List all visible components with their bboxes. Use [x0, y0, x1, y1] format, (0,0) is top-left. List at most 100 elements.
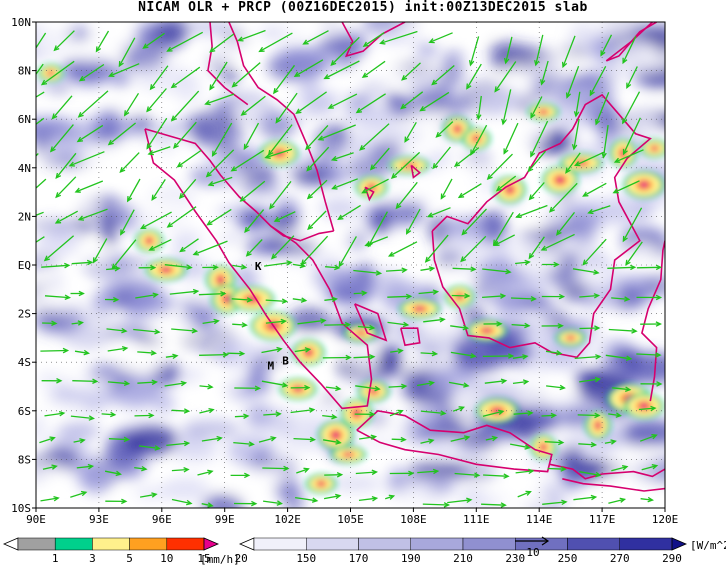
wind-arrow [138, 445, 161, 451]
precip-unit-label: [mm/h] [200, 553, 240, 566]
clear-sky-blob [391, 483, 449, 508]
wind-arrow [108, 63, 140, 78]
olr-blob [333, 58, 357, 69]
wind-arrow [418, 289, 440, 295]
lat-tick-label: 4S [18, 356, 31, 369]
wind-arrow [385, 494, 396, 500]
wind-arrow [369, 147, 390, 171]
wind-arrow [126, 178, 141, 203]
wind-arrow [264, 260, 293, 267]
lat-tick-label: EQ [18, 259, 31, 272]
wind-arrow [454, 472, 481, 478]
colorbar-tick-label: 210 [453, 552, 473, 565]
clear-sky-blob [338, 218, 361, 242]
wind-arrow [306, 146, 330, 172]
wind-arrow [483, 321, 503, 327]
wind-arrow [49, 124, 74, 153]
wind-arrow [40, 347, 70, 354]
wind-arrow [327, 93, 358, 109]
wind-arrow [545, 350, 563, 356]
wind-arrow [460, 235, 487, 263]
wind-arrow [457, 183, 482, 199]
wind-arrow [432, 146, 451, 170]
colorbar-max-arrow [203, 537, 220, 551]
wind-arrow [544, 439, 565, 446]
wind-arrow [534, 34, 544, 67]
wind-arrow [323, 60, 360, 80]
wind-arrow [611, 465, 629, 472]
olr-blob [430, 441, 488, 459]
wind-arrow [451, 293, 471, 299]
lat-tick-label: 6S [18, 405, 31, 418]
wind-arrow [295, 91, 327, 115]
clear-sky-blob [405, 357, 455, 371]
wind-arrow [338, 236, 357, 268]
wind-arrow [294, 347, 312, 353]
wind-arrow [428, 32, 453, 44]
olr-blob [494, 235, 546, 247]
wind-arrow [292, 297, 308, 303]
olr-blob [529, 403, 560, 433]
wind-arrow [36, 236, 45, 243]
wind-arrow [579, 293, 601, 299]
wind-arrow [261, 346, 283, 354]
wind-arrow [204, 93, 235, 106]
wind-arrow [547, 466, 567, 472]
wind-arrow [387, 293, 413, 300]
wind-arrow [134, 465, 148, 472]
wind-arrow [78, 63, 105, 82]
lon-tick-label: 90E [26, 513, 46, 526]
wind-arrow [179, 238, 199, 253]
wind-arrow [431, 65, 455, 86]
wind-arrow [138, 264, 157, 271]
wind-arrow [111, 239, 137, 270]
wind-arrow [265, 298, 289, 304]
wind-arrow [95, 30, 110, 53]
wind-arrow [199, 352, 229, 358]
wind-arrow [293, 59, 324, 77]
wind-arrow [262, 465, 290, 472]
wind-arrow [71, 320, 84, 326]
wind-arrow [511, 322, 531, 329]
clear-sky-blob [428, 315, 473, 337]
wind-arrow [118, 37, 136, 68]
lat-lon-grid [36, 22, 665, 508]
olr-blob [244, 238, 294, 255]
wind-arrow [133, 328, 161, 335]
wind-arrow [307, 210, 327, 231]
wind-arrow [245, 239, 263, 257]
colorbar-min-arrow [2, 537, 19, 551]
wind-arrow [324, 296, 338, 303]
wind-arrow [424, 234, 449, 263]
clear-sky-blob [583, 329, 605, 343]
wind-arrow [447, 497, 473, 504]
wind-arrow [330, 152, 354, 162]
wind-arrow [36, 117, 45, 125]
wind-arrow [579, 325, 601, 331]
olr-blob [190, 118, 246, 150]
wind-arrow [39, 436, 56, 444]
wind-arrow [41, 262, 71, 269]
wind-arrow [55, 176, 77, 199]
wind-arrow [613, 149, 644, 163]
wind-arrow [387, 321, 410, 328]
olr-blob [452, 236, 491, 248]
wind-arrow [258, 32, 293, 53]
wind-arrow [264, 148, 293, 159]
wind-arrow [171, 408, 191, 414]
wind-arrow [197, 469, 214, 476]
wind-arrow [41, 378, 63, 384]
wind-arrow [452, 406, 466, 412]
wind-arrow [273, 211, 296, 222]
wind-arrow [297, 318, 327, 325]
wind-arrow [389, 470, 415, 477]
wind-arrow [466, 63, 482, 90]
wind-arrow [234, 385, 262, 391]
wind-arrow [468, 36, 480, 67]
wind-arrow [171, 498, 193, 506]
wind-arrow [120, 209, 135, 236]
wind-arrow [44, 294, 72, 301]
olr-blob [443, 49, 465, 60]
wind-arrow [178, 178, 197, 200]
